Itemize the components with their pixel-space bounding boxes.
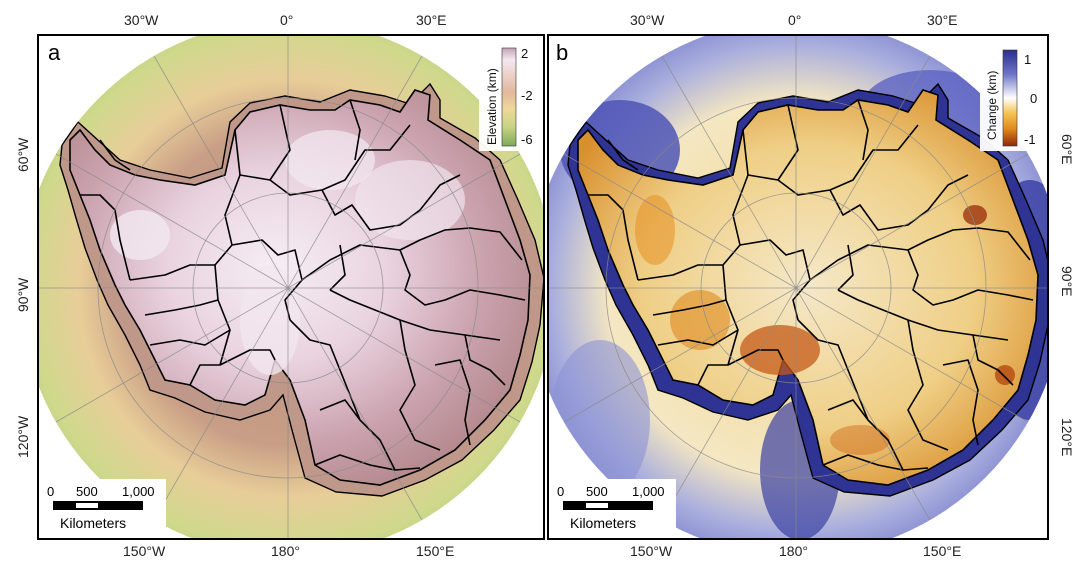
colorbar-a-tick-top: 2 <box>521 46 528 61</box>
right-label-60e: 60°E <box>1059 134 1075 165</box>
panel-a-frame <box>37 34 545 540</box>
top-label-b-30e: 30°E <box>927 12 958 28</box>
left-label-60w: 60°W <box>15 137 31 172</box>
scalebar-a: 0 500 1,000 Kilometers <box>41 479 166 535</box>
colorbar-a-tick-mid: -2 <box>521 88 533 103</box>
scalebar-a-unit: Kilometers <box>60 515 126 531</box>
bottom-label-b-180: 180° <box>779 543 808 559</box>
top-label-b-30w: 30°W <box>630 12 665 28</box>
top-label-a-30w: 30°W <box>124 12 159 28</box>
top-label-b-0: 0° <box>788 12 801 28</box>
bottom-label-a-150e: 150°E <box>416 543 454 559</box>
left-label-90w: 90°W <box>15 277 31 312</box>
bottom-label-b-150w: 150°W <box>630 543 673 559</box>
colorbar-b-title: Change (km) <box>985 71 999 140</box>
scalebar-a-tick-1000: 1,000 <box>122 484 155 499</box>
colorbar-b-tick-bottom: -1 <box>1024 132 1036 147</box>
top-label-a-30e: 30°E <box>416 12 447 28</box>
panel-label-a: a <box>48 40 61 65</box>
scalebar-a-tick-500: 500 <box>76 484 98 499</box>
scalebar-b-tick-500: 500 <box>586 484 608 499</box>
colorbar-a-title: Elevation (km) <box>485 68 499 145</box>
colorbar-b-tick-top: 1 <box>1024 52 1031 67</box>
graticule-labels: 30°W 0° 30°E 30°W 0° 30°E 150°W 180° 150… <box>15 12 1075 559</box>
bottom-label-a-150w: 150°W <box>123 543 166 559</box>
scalebar-b-unit: Kilometers <box>570 515 636 531</box>
panel-b: b Change (km) 1 0 -1 0 500 1,000 Kilomet… <box>547 34 1049 540</box>
colorbar-a-tick-bottom: -6 <box>521 132 533 147</box>
colorbar-a: Elevation (km) 2 -2 -6 <box>479 41 541 151</box>
bottom-label-a-180: 180° <box>271 543 300 559</box>
right-label-120e: 120°E <box>1059 418 1075 456</box>
scalebar-b-tick-1000: 1,000 <box>632 484 665 499</box>
panel-a: a Elevation (km) 2 -2 -6 0 500 1,000 Kil… <box>37 34 545 540</box>
top-label-a-0: 0° <box>280 12 293 28</box>
left-label-120w: 120°W <box>15 415 31 458</box>
right-label-90e: 90°E <box>1059 266 1075 297</box>
bottom-label-b-150e: 150°E <box>923 543 961 559</box>
scalebar-a-tick-0: 0 <box>47 484 54 499</box>
colorbar-b: Change (km) 1 0 -1 <box>980 41 1044 151</box>
scalebar-b-tick-0: 0 <box>557 484 564 499</box>
scalebar-b: 0 500 1,000 Kilometers <box>551 479 676 535</box>
panel-b-frame <box>547 34 1049 540</box>
panel-label-b: b <box>556 40 568 65</box>
colorbar-b-tick-mid: 0 <box>1030 91 1037 106</box>
